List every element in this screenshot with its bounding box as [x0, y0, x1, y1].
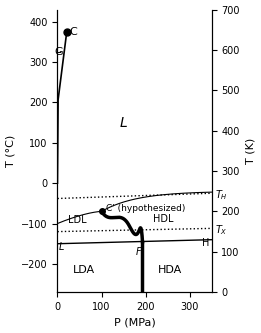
X-axis label: P (MPa): P (MPa) [114, 317, 156, 327]
Text: LDA: LDA [73, 265, 95, 275]
Text: LDL: LDL [68, 215, 87, 225]
Text: $T_X$: $T_X$ [215, 223, 227, 237]
Y-axis label: T (°C): T (°C) [5, 135, 16, 167]
Text: C' (hypothesized): C' (hypothesized) [106, 204, 185, 213]
Text: $T_H$: $T_H$ [215, 188, 228, 202]
Text: HDA: HDA [158, 265, 182, 275]
Text: L: L [120, 116, 127, 130]
Text: H: H [202, 237, 210, 247]
Text: HDL: HDL [153, 214, 174, 224]
Text: C: C [70, 27, 78, 37]
Text: F: F [135, 247, 141, 257]
Y-axis label: T (K): T (K) [245, 138, 256, 164]
Text: G: G [54, 47, 63, 57]
Text: L: L [58, 241, 64, 251]
